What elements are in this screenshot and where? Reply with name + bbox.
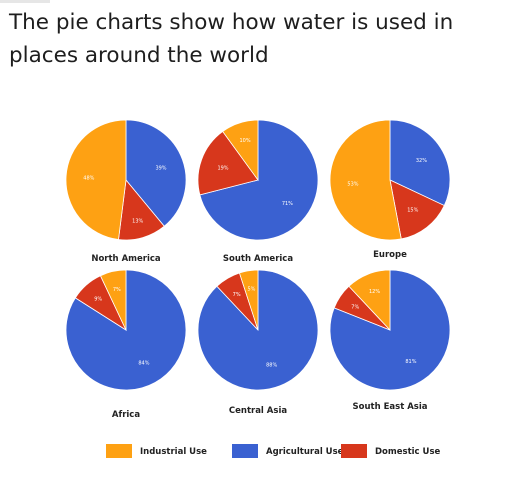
pie-slice-industrial: [329, 119, 402, 241]
pie-slice-domestic: [389, 179, 445, 240]
pie-region-label: South East Asia: [353, 402, 428, 412]
pie-slice-label: 53%: [347, 182, 358, 188]
pie-slice-label: 7%: [233, 292, 241, 298]
pie-slice-label: 7%: [113, 287, 121, 293]
pie-region-label: North America: [91, 254, 161, 264]
legend-label-industrial: Industrial Use: [140, 447, 207, 457]
pie-slice-label: 71%: [282, 201, 293, 207]
pie-region-label: South America: [223, 254, 293, 264]
pie-slice-label: 88%: [266, 363, 277, 369]
pie-slice-label: 7%: [351, 304, 359, 310]
pie-slice-domestic: [197, 130, 259, 196]
pie-slice-label: 39%: [155, 165, 166, 171]
pie-slice-agricultural: [199, 119, 319, 241]
pie-slice-industrial: [99, 269, 127, 331]
pie-slice-industrial: [238, 269, 259, 331]
legend-swatch-domestic: [341, 444, 367, 458]
pie-slice-industrial: [222, 119, 259, 182]
pie-region-label: Europe: [373, 250, 407, 260]
pie-slice-agricultural: [389, 119, 451, 207]
legend-label-agricultural: Agricultural Use: [266, 447, 344, 457]
pie-slice-label: 10%: [239, 138, 250, 144]
pie-slice-label: 81%: [405, 359, 416, 365]
legend-label-domestic: Domestic Use: [375, 447, 441, 457]
pie-slice-industrial: [348, 269, 391, 332]
pie-slice-label: 15%: [407, 207, 418, 213]
legend-swatch-industrial: [106, 444, 132, 458]
pie-slice-label: 12%: [369, 289, 380, 295]
pie-slice-agricultural: [125, 119, 187, 227]
pie-slice-label: 32%: [416, 158, 427, 164]
top-divider: [0, 0, 50, 3]
pie-slice-label: 13%: [132, 218, 143, 224]
pie-slice-industrial: [65, 119, 127, 240]
pie-charts-figure: 39% 13% 48% North America 71% 19% 10% South Ame…: [55, 108, 475, 483]
pie-region-label: Central Asia: [229, 406, 287, 416]
pie-slice-label: 19%: [217, 165, 228, 171]
pie-charts-svg: 39% 13% 48% North America 71% 19% 10% South Ame…: [65, 119, 451, 458]
pie-slice-label: 48%: [83, 176, 94, 182]
legend-swatch-agricultural: [232, 444, 258, 458]
pie-slice-label: 84%: [138, 361, 149, 367]
page-title: The pie charts show how water is used in…: [9, 10, 454, 68]
pie-slice-label: 9%: [94, 297, 102, 303]
pie-slice-label: 5%: [247, 287, 255, 293]
pie-region-label: Africa: [112, 410, 140, 420]
